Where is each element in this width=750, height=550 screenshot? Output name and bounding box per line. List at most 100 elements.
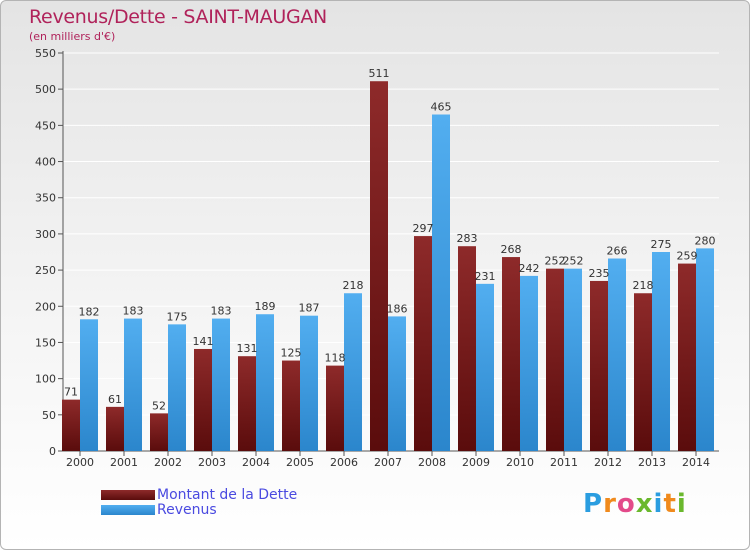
bar-revenus <box>432 114 450 451</box>
logo-letter: t <box>663 489 677 519</box>
data-label: 275 <box>651 238 672 251</box>
x-tick-label: 2014 <box>682 456 710 469</box>
chart-title: Revenus/Dette - SAINT-MAUGAN <box>29 6 327 28</box>
bar-revenus <box>388 316 406 451</box>
label-layer: 71 182 61 183 52 175 141 183 131 189 125 187 118 218 5… <box>64 67 716 412</box>
logo-letter: i <box>653 489 664 519</box>
bar-revenus <box>124 318 142 451</box>
y-tick-label: 50 <box>42 409 56 422</box>
x-tick-label: 2002 <box>154 456 182 469</box>
bar-dette <box>678 263 696 451</box>
bar-dette <box>238 356 256 451</box>
x-tick-label: 2003 <box>198 456 226 469</box>
y-tick-label: 100 <box>35 373 56 386</box>
chart-subtitle: (en milliers d'€) <box>29 30 116 43</box>
data-label: 259 <box>677 250 698 263</box>
logo-letter: r <box>603 489 617 519</box>
bar-revenus <box>564 268 582 451</box>
x-tick-label: 2005 <box>286 456 314 469</box>
x-tick-label: 2008 <box>418 456 446 469</box>
bar-dette <box>62 399 80 451</box>
legend-label-dette: Montant de la Dette <box>157 487 298 503</box>
data-label: 52 <box>152 399 166 412</box>
bar-dette <box>414 236 432 451</box>
proxiti-logo: Proxiti <box>583 489 687 519</box>
x-tick-label: 2009 <box>462 456 490 469</box>
data-label: 252 <box>563 255 584 268</box>
data-label: 231 <box>475 270 496 283</box>
x-tick-label: 2011 <box>550 456 578 469</box>
bar-revenus <box>344 293 362 451</box>
data-label: 218 <box>633 279 654 292</box>
x-tick-label: 2010 <box>506 456 534 469</box>
data-label: 175 <box>167 310 188 323</box>
bar-dette <box>282 360 300 451</box>
x-tick-label: 2013 <box>638 456 666 469</box>
bar-revenus <box>696 248 714 451</box>
data-label: 71 <box>64 386 78 399</box>
data-label: 118 <box>325 352 346 365</box>
y-tick-label: 350 <box>35 192 56 205</box>
data-label: 141 <box>193 335 214 348</box>
y-tick-label: 400 <box>35 156 56 169</box>
y-tick-label: 0 <box>49 445 56 458</box>
y-tick-label: 200 <box>35 300 56 313</box>
y-tick-label: 500 <box>35 83 56 96</box>
bar-revenus <box>608 258 626 451</box>
x-tick-label: 2006 <box>330 456 358 469</box>
data-label: 266 <box>607 245 628 258</box>
data-label: 131 <box>237 342 258 355</box>
bar-dette <box>546 268 564 451</box>
x-tick-label: 2007 <box>374 456 402 469</box>
data-label: 511 <box>369 67 390 80</box>
data-label: 268 <box>501 243 522 256</box>
legend-swatch-dette <box>101 490 155 500</box>
data-label: 252 <box>545 255 566 268</box>
bar-dette <box>106 406 124 451</box>
data-label: 283 <box>457 232 478 245</box>
bar-revenus <box>168 324 186 451</box>
data-label: 183 <box>123 305 144 318</box>
data-label: 182 <box>79 305 100 318</box>
logo-letter: P <box>583 489 604 519</box>
bar-dette <box>194 348 212 451</box>
y-tick-label: 300 <box>35 228 56 241</box>
bar-revenus <box>80 319 98 451</box>
axis-layer: 0 50 100 150 200 250 300 350 400 450 500 550 2000 200… <box>35 47 719 469</box>
x-tick-label: 2004 <box>242 456 270 469</box>
bar-revenus <box>256 314 274 451</box>
data-label: 189 <box>255 300 276 313</box>
bar-dette <box>634 293 652 451</box>
data-label: 187 <box>299 302 320 315</box>
y-tick-label: 150 <box>35 336 56 349</box>
y-tick-label: 250 <box>35 264 56 277</box>
bar-revenus <box>520 275 538 451</box>
bar-dette <box>502 257 520 451</box>
bar-dette <box>326 365 344 451</box>
data-label: 218 <box>343 279 364 292</box>
logo-letter: x <box>635 489 654 519</box>
data-label: 297 <box>413 222 434 235</box>
logo-letter: o <box>616 489 636 519</box>
data-label: 235 <box>589 267 610 280</box>
bar-dette <box>458 246 476 451</box>
data-label: 242 <box>519 262 540 275</box>
bar-revenus <box>300 315 318 451</box>
bar-dette <box>150 413 168 451</box>
data-label: 280 <box>695 234 716 247</box>
logo-letter: i <box>676 489 687 519</box>
data-label: 125 <box>281 347 302 360</box>
bar-dette <box>590 280 608 451</box>
data-label: 186 <box>387 302 408 315</box>
data-label: 183 <box>211 305 232 318</box>
y-tick-label: 450 <box>35 119 56 132</box>
bar-revenus <box>212 318 230 451</box>
x-tick-label: 2001 <box>110 456 138 469</box>
y-tick-label: 550 <box>35 47 56 60</box>
bar-dette <box>370 81 388 452</box>
bar-revenus <box>476 283 494 451</box>
x-tick-label: 2012 <box>594 456 622 469</box>
x-tick-label: 2000 <box>66 456 94 469</box>
